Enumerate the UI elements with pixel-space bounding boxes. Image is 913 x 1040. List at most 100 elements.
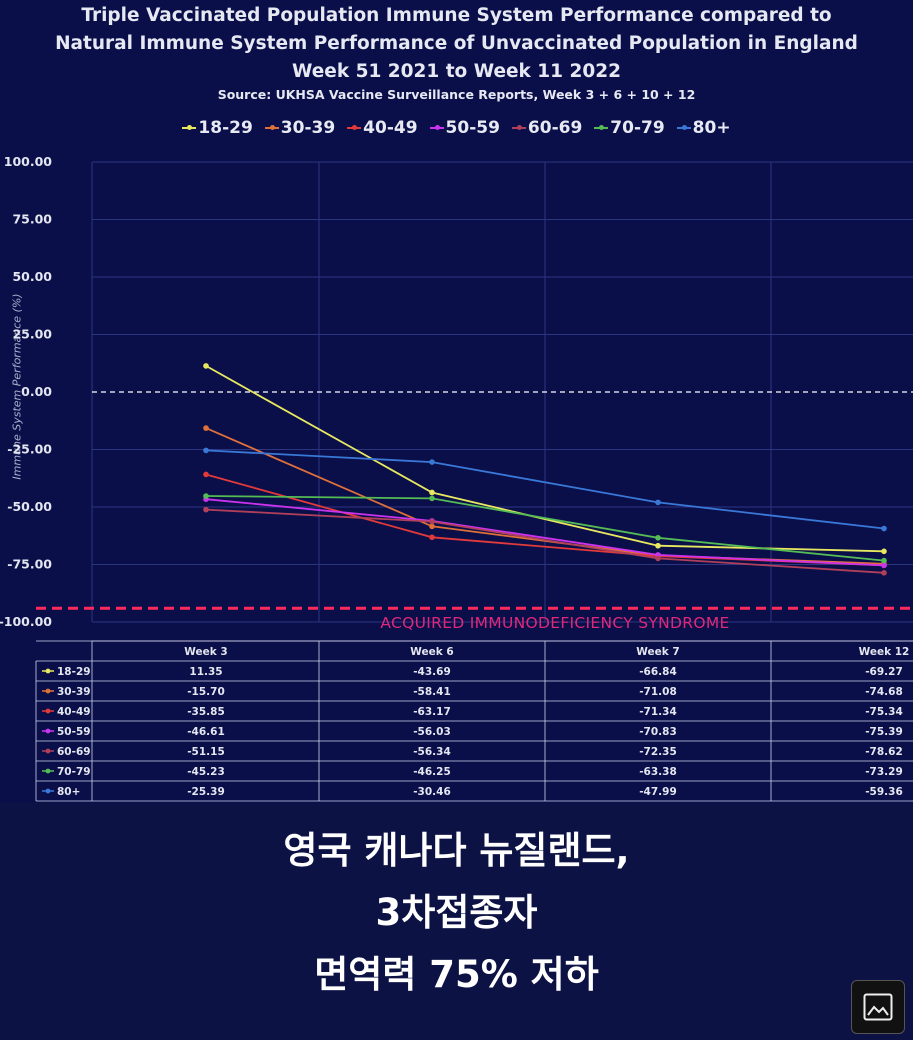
- caption: 영국 캐나다 뉴질랜드, 3차접종자 면역력 75% 저하: [0, 820, 913, 1006]
- table-row-label: 80+: [57, 786, 80, 798]
- table-cell: 11.35: [189, 666, 222, 678]
- table-row-marker-dot: [45, 788, 51, 794]
- table-header: Week 3: [184, 646, 227, 658]
- table-row-marker-dot: [45, 748, 51, 754]
- legend-label: 18-29: [198, 118, 253, 138]
- table-cell: -75.34: [865, 706, 903, 718]
- chart-legend: 18-29 30-39 40-49 50-59 60-69 70-79 80+: [0, 118, 913, 138]
- data-point-80+: [655, 499, 661, 506]
- series-line-80+: [205, 449, 885, 530]
- table-cell: -43.69: [413, 666, 451, 678]
- chart-title-line-2: Natural Immune System Performance of Unv…: [55, 33, 858, 54]
- data-point-18-29: [429, 489, 435, 496]
- table-row-marker-dot: [45, 728, 51, 734]
- table-cell: -74.68: [865, 686, 903, 698]
- table-cell: -47.99: [639, 786, 677, 798]
- table-row-marker-dot: [45, 668, 51, 674]
- caption-line-1: 영국 캐나다 뉴질랜드,: [283, 829, 630, 872]
- legend-label: 50-59: [445, 118, 500, 138]
- data-point-80+: [881, 525, 887, 532]
- y-tick-label: 50.00: [12, 269, 52, 284]
- legend-label: 30-39: [280, 118, 336, 138]
- chart-title: Triple Vaccinated Population Immune Syst…: [0, 2, 913, 105]
- table-cell: -71.08: [639, 686, 677, 698]
- table-cell: -58.41: [413, 686, 451, 698]
- data-point-70-79: [655, 534, 661, 541]
- legend-item-30-39: 30-39: [264, 118, 336, 138]
- table-row-label: 50-59: [57, 726, 91, 738]
- table-cell: -63.17: [413, 706, 451, 718]
- threshold-label: ACQUIRED IMMUNODEFICIENCY SYNDROME: [380, 614, 729, 632]
- data-point-30-39: [429, 523, 435, 530]
- data-point-60-69: [203, 506, 209, 513]
- y-tick-label: -100.00: [0, 614, 52, 629]
- table-cell: -46.25: [413, 766, 451, 778]
- table-cell: -71.34: [639, 706, 677, 718]
- table-row-label: 18-29: [57, 666, 91, 678]
- data-point-40-49: [203, 471, 209, 478]
- data-point-40-49: [429, 534, 435, 541]
- y-tick-label: -25.00: [7, 442, 52, 457]
- table-cell: -70.83: [639, 726, 677, 738]
- data-point-70-79: [881, 557, 887, 564]
- caption-line-3: 면역력 75% 저하: [314, 953, 599, 996]
- table-cell: -66.84: [639, 666, 677, 678]
- legend-item-60-69: 60-69: [511, 118, 583, 138]
- table-cell: -35.85: [187, 706, 225, 718]
- table-header: Week 7: [636, 646, 679, 658]
- data-point-50-59: [881, 562, 887, 569]
- legend-item-18-29: 18-29: [182, 118, 253, 138]
- table-row-label: 70-79: [57, 766, 91, 778]
- legend-item-80+: 80+: [676, 118, 731, 138]
- y-tick-label: 0.00: [21, 384, 52, 399]
- data-point-80+: [203, 447, 209, 454]
- table-header: Week 6: [410, 646, 453, 658]
- caption-line-2: 3차접종자: [375, 891, 538, 934]
- table-cell: -56.34: [413, 746, 451, 758]
- table-row-label: 30-39: [57, 686, 91, 698]
- y-tick-label: 25.00: [12, 327, 52, 342]
- table-cell: -69.27: [865, 666, 903, 678]
- image-view-button[interactable]: [851, 980, 905, 1034]
- data-point-80+: [429, 459, 435, 465]
- chart-area: Triple Vaccinated Population Immune Syst…: [0, 2, 913, 802]
- y-tick-label: 75.00: [12, 212, 52, 227]
- table-cell: -59.36: [865, 786, 903, 798]
- table-cell: -45.23: [187, 766, 225, 778]
- table-row-label: 40-49: [57, 706, 91, 718]
- series-line-70-79: [205, 495, 885, 562]
- table-row-marker-dot: [45, 688, 51, 694]
- table-cell: -72.35: [639, 746, 677, 758]
- data-point-18-29: [203, 363, 209, 369]
- chart-title-line-3: Week 51 2021 to Week 11 2022: [292, 61, 621, 82]
- y-tick-label: -75.00: [7, 557, 52, 572]
- chart-title-line-1: Triple Vaccinated Population Immune Syst…: [81, 5, 832, 26]
- chart-subtitle: Source: UKHSA Vaccine Surveillance Repor…: [217, 87, 696, 102]
- table-cell: -78.62: [865, 746, 903, 758]
- legend-marker: [511, 125, 526, 130]
- table-cell: -15.70: [187, 686, 225, 698]
- table-cell: -56.03: [413, 726, 451, 738]
- table-row-marker-dot: [45, 708, 51, 714]
- legend-marker: [676, 125, 691, 130]
- data-point-30-39: [203, 425, 209, 431]
- table-cell: -46.61: [187, 726, 225, 738]
- legend-item-50-59: 50-59: [429, 118, 500, 138]
- legend-label: 40-49: [363, 118, 418, 138]
- legend-marker: [594, 125, 609, 130]
- legend-marker: [429, 125, 444, 130]
- legend-item-40-49: 40-49: [347, 118, 418, 138]
- legend-marker: [182, 125, 197, 130]
- series-line-60-69: [205, 508, 885, 574]
- y-tick-label: -50.00: [7, 499, 52, 514]
- series-line-50-59: [205, 498, 885, 567]
- image-icon: [863, 993, 893, 1021]
- table-cell: -75.39: [865, 726, 903, 738]
- table-row-label: 60-69: [57, 746, 91, 758]
- data-point-18-29: [655, 542, 661, 549]
- legend-label: 60-69: [527, 118, 583, 138]
- data-point-70-79: [203, 493, 209, 499]
- legend-item-70-79: 70-79: [594, 118, 665, 138]
- legend-label: 70-79: [610, 118, 665, 138]
- legend-marker: [347, 125, 362, 130]
